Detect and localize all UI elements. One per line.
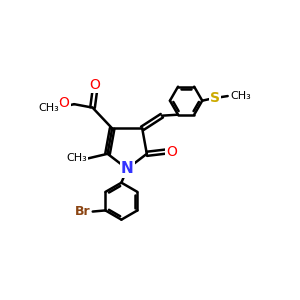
Text: O: O (89, 78, 100, 92)
Text: O: O (166, 145, 177, 158)
Text: S: S (210, 92, 220, 105)
Text: CH₃: CH₃ (230, 91, 251, 101)
Text: CH₃: CH₃ (66, 153, 87, 164)
Text: O: O (58, 96, 69, 110)
Text: Br: Br (75, 205, 90, 218)
Text: CH₃: CH₃ (38, 103, 59, 112)
Text: N: N (121, 161, 134, 176)
